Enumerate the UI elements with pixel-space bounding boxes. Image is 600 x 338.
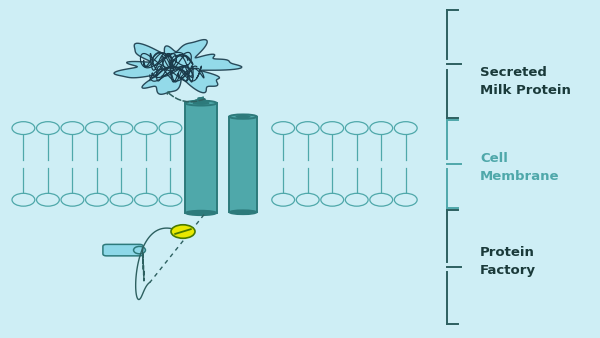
- Circle shape: [12, 193, 35, 206]
- Ellipse shape: [193, 102, 209, 104]
- Circle shape: [61, 122, 84, 135]
- Ellipse shape: [185, 211, 217, 215]
- Circle shape: [110, 193, 133, 206]
- Circle shape: [12, 122, 35, 135]
- Circle shape: [159, 193, 182, 206]
- Bar: [229, 117, 257, 212]
- FancyBboxPatch shape: [103, 244, 143, 256]
- Circle shape: [171, 225, 195, 238]
- Ellipse shape: [236, 116, 250, 118]
- Text: Protein
Factory: Protein Factory: [480, 246, 536, 277]
- Circle shape: [110, 122, 133, 135]
- Circle shape: [134, 193, 157, 206]
- Ellipse shape: [134, 246, 145, 254]
- Polygon shape: [114, 40, 242, 94]
- Circle shape: [86, 193, 109, 206]
- Ellipse shape: [229, 115, 257, 119]
- Circle shape: [134, 122, 157, 135]
- Circle shape: [321, 122, 344, 135]
- Bar: [185, 103, 217, 213]
- Ellipse shape: [185, 101, 217, 105]
- Circle shape: [321, 193, 344, 206]
- Circle shape: [394, 122, 417, 135]
- Circle shape: [272, 122, 295, 135]
- Ellipse shape: [229, 210, 257, 214]
- Circle shape: [370, 122, 392, 135]
- Circle shape: [37, 193, 59, 206]
- Circle shape: [296, 193, 319, 206]
- Circle shape: [37, 122, 59, 135]
- Circle shape: [86, 122, 109, 135]
- Circle shape: [159, 122, 182, 135]
- Circle shape: [272, 193, 295, 206]
- Circle shape: [370, 193, 392, 206]
- Text: Cell
Membrane: Cell Membrane: [480, 152, 560, 183]
- Circle shape: [394, 193, 417, 206]
- Circle shape: [346, 122, 368, 135]
- Text: Secreted
Milk Protein: Secreted Milk Protein: [480, 66, 571, 97]
- Circle shape: [346, 193, 368, 206]
- Circle shape: [61, 193, 84, 206]
- Circle shape: [296, 122, 319, 135]
